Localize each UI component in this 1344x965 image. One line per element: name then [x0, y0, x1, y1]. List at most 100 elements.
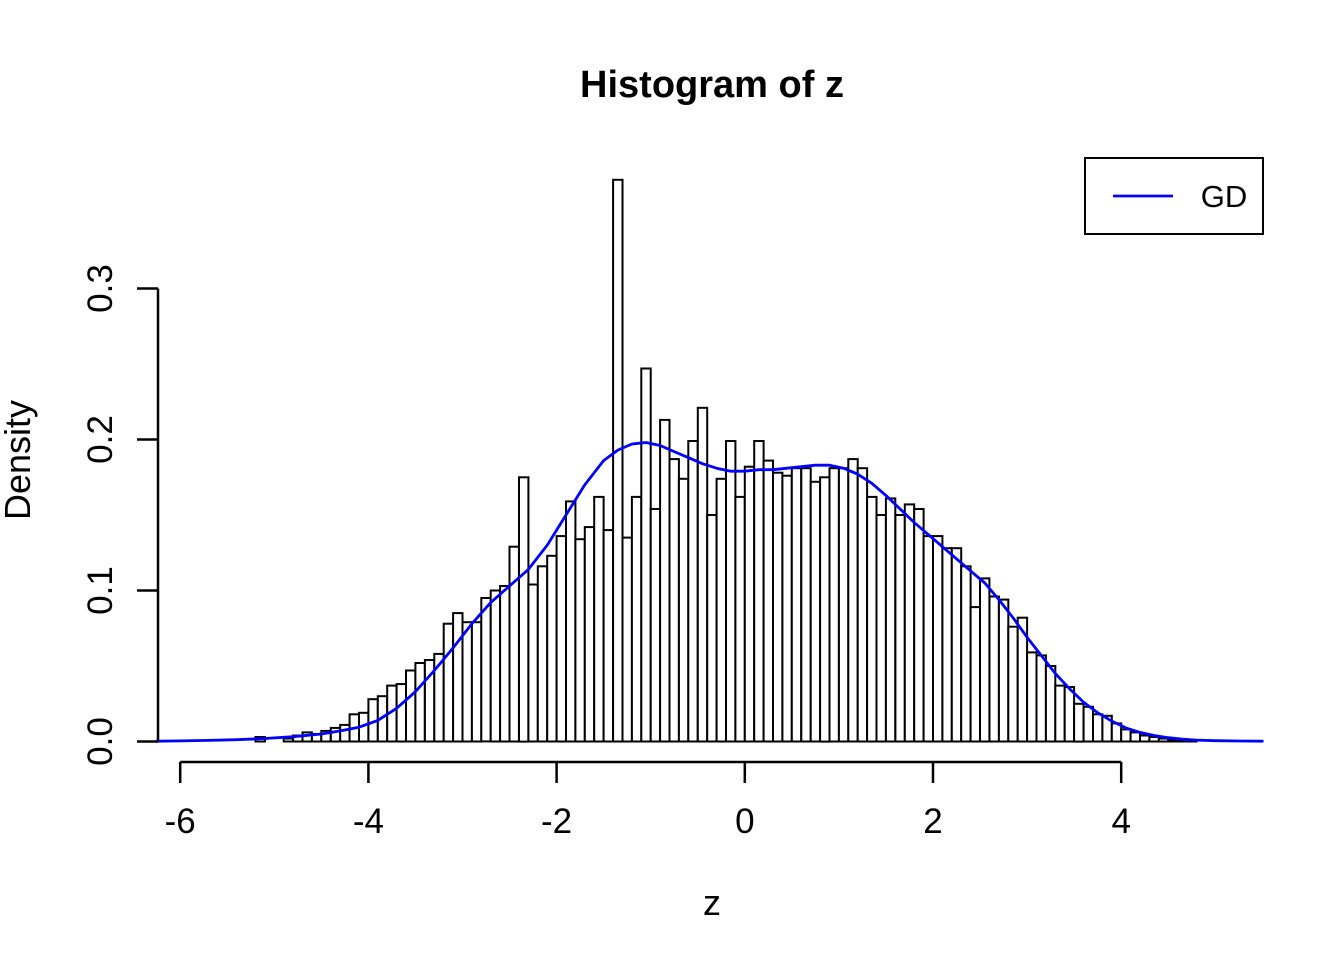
histogram-bar: [800, 467, 812, 743]
histogram-bar: [593, 495, 605, 743]
histogram-bar: [1167, 739, 1179, 743]
histogram-bar: [555, 535, 568, 743]
histogram-bar: [781, 474, 793, 743]
histogram-bar: [668, 458, 680, 743]
x-tick-label: 4: [1111, 802, 1130, 841]
histogram-bar: [743, 465, 756, 743]
histogram-bar: [687, 440, 699, 743]
x-tick-label: 0: [735, 802, 754, 841]
histogram-bar: [536, 565, 549, 743]
histogram-bar: [640, 367, 652, 743]
histogram-bar: [715, 477, 728, 743]
x-tick-label: -6: [165, 802, 196, 841]
histogram-bar: [499, 585, 511, 743]
histogram-bar: [1157, 737, 1170, 743]
histogram-bar: [282, 737, 295, 743]
histogram-bar: [734, 495, 746, 743]
histogram-bar: [452, 612, 464, 743]
histogram-bar: [1148, 736, 1160, 743]
histogram-bar: [508, 545, 520, 743]
histogram-bar: [913, 508, 925, 743]
histogram-bar: [903, 503, 916, 743]
histogram-bar: [725, 440, 737, 743]
y-tick-label: 0.2: [81, 415, 120, 464]
histogram-bar: [819, 476, 831, 743]
histogram-bar: [1092, 713, 1104, 743]
chart-title: Histogram of z: [580, 64, 844, 106]
histogram-bar: [1139, 734, 1151, 743]
legend: GD: [1084, 157, 1264, 235]
y-axis: 0.0 0.1 0.2 0.3: [81, 264, 160, 766]
histogram-bar: [856, 467, 869, 743]
density-curve: [155, 441, 1264, 743]
histogram-bar: [461, 621, 473, 743]
histogram-bar: [1054, 684, 1066, 743]
x-axis-label: z: [703, 882, 721, 923]
histogram-bar: [583, 526, 596, 743]
histogram-bar: [809, 480, 822, 743]
histogram-bar: [837, 467, 850, 743]
histogram-bar: [659, 418, 671, 743]
x-tick-label: -2: [541, 802, 572, 841]
histogram-bar: [1073, 702, 1085, 743]
histogram-bar: [1035, 654, 1047, 743]
histogram-bar: [1026, 651, 1038, 743]
histogram-bar: [414, 662, 426, 743]
histogram-bar: [602, 529, 615, 743]
histogram-bar: [706, 514, 718, 743]
histogram-bar: [753, 440, 765, 743]
histogram-bar: [988, 595, 1000, 743]
histogram-bar: [518, 476, 530, 743]
y-tick-label: 0.1: [81, 566, 120, 615]
histogram-bar: [405, 669, 417, 743]
histogram-bar: [696, 406, 709, 743]
x-axis: -6 -4 -2 0 2 4: [165, 760, 1131, 841]
y-axis-label: Density: [0, 400, 38, 520]
x-tick-label: -4: [353, 802, 384, 841]
histogram-bar: [941, 547, 953, 743]
histogram-bar: [1044, 665, 1057, 743]
histogram-bar: [866, 495, 878, 743]
histogram-bar: [565, 500, 577, 743]
histogram-bar: [621, 536, 633, 743]
histogram-bar: [894, 514, 906, 743]
histogram-bar: [649, 508, 662, 743]
histogram-bar: [950, 547, 963, 743]
histogram-bar: [790, 467, 803, 743]
histogram-bar: [546, 554, 558, 743]
histogram-bar: [442, 622, 455, 743]
histogram-bar: [489, 589, 502, 743]
y-tick-label: 0.0: [81, 717, 120, 766]
histogram-bar: [677, 477, 690, 743]
histogram-bar: [884, 497, 897, 743]
x-tick-label: 2: [923, 802, 942, 841]
histogram-bar: [969, 606, 982, 743]
histogram-bar: [772, 471, 784, 743]
histogram-bar: [960, 565, 972, 743]
histogram-bars: [254, 178, 1198, 743]
histogram-bar: [574, 538, 586, 743]
histogram-bar: [997, 598, 1010, 743]
histogram-bar: [527, 583, 539, 743]
legend-label: GD: [1201, 179, 1248, 214]
histogram-bar: [847, 458, 859, 743]
histogram-bar: [875, 514, 887, 743]
histogram-bar: [1007, 625, 1019, 743]
histogram-bar: [1063, 686, 1076, 743]
histogram-bar: [470, 621, 483, 743]
histogram-bar: [339, 723, 351, 743]
histogram-bar: [630, 495, 643, 743]
histogram-bar: [612, 178, 624, 743]
histogram-bar: [1129, 731, 1142, 743]
histogram-bar: [480, 597, 492, 743]
histogram-bar: [762, 459, 775, 743]
y-tick-label: 0.3: [81, 264, 120, 313]
histogram-bar: [1082, 705, 1095, 743]
histogram-bar: [979, 577, 991, 743]
histogram-bar: [828, 467, 840, 743]
histogram-bar: [922, 535, 935, 743]
histogram-bar: [395, 683, 408, 743]
histogram-bar: [1120, 728, 1132, 743]
